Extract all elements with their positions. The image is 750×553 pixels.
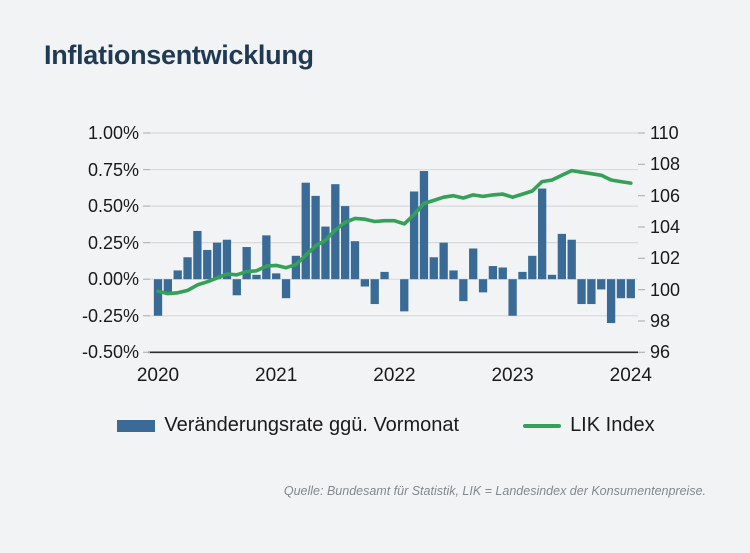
right-axis-label: 106	[650, 185, 681, 206]
x-axis-label: 2021	[255, 365, 298, 386]
bar	[252, 274, 261, 280]
bar	[311, 195, 320, 280]
bar	[538, 188, 547, 280]
legend: Veränderungsrate ggü. Vormonat LIK Index	[0, 414, 750, 437]
left-axis-label: 0.50%	[87, 196, 139, 217]
left-axis-label: 0.00%	[87, 269, 139, 290]
bar	[459, 279, 468, 302]
bar	[419, 171, 429, 280]
bar	[606, 279, 616, 324]
x-axis-label: 2020	[136, 365, 180, 386]
bar-series-swatch-icon	[117, 419, 156, 432]
left-axis-label: -0.50%	[81, 342, 139, 363]
bar	[203, 249, 212, 280]
left-axis-label: 0.75%	[87, 159, 139, 180]
bar	[557, 233, 566, 280]
source-note: Quelle: Bundesamt für Statistik, LIK = L…	[283, 484, 706, 498]
bar	[183, 257, 192, 280]
bar	[321, 226, 330, 280]
x-axis-label: 2023	[491, 365, 534, 386]
bar	[222, 239, 232, 280]
right-axis-label: 96	[650, 342, 671, 363]
bar	[301, 182, 310, 280]
bar	[518, 271, 527, 280]
bar	[409, 191, 419, 280]
bar	[587, 279, 596, 305]
bar	[291, 255, 301, 280]
bar	[528, 255, 537, 280]
left-axis-label: 1.00%	[87, 123, 139, 143]
bar	[439, 242, 448, 280]
right-axis-label: 102	[650, 248, 681, 269]
bar	[350, 241, 360, 280]
right-axis-label: 104	[650, 216, 681, 237]
x-axis-label: 2022	[373, 365, 416, 386]
bar	[469, 248, 478, 280]
bar	[577, 279, 586, 305]
bar	[242, 247, 251, 280]
x-axis-label: 2024	[609, 365, 652, 386]
bar	[597, 279, 606, 290]
bar	[498, 267, 507, 280]
bar	[163, 279, 172, 294]
bar	[360, 279, 369, 287]
bar	[508, 279, 517, 316]
bar	[212, 242, 222, 280]
bar	[616, 279, 626, 299]
bar	[547, 274, 557, 280]
bar	[153, 279, 163, 316]
bar	[380, 271, 389, 280]
line-series-label: LIK Index	[570, 414, 655, 436]
bar	[478, 279, 488, 293]
bar	[429, 257, 438, 280]
bar-series-label: Veränderungsrate ggü. Vormonat	[164, 414, 460, 436]
line-series-swatch-icon	[523, 423, 562, 428]
bar	[341, 206, 350, 280]
lik-line	[156, 168, 633, 296]
bar	[281, 279, 291, 299]
right-axis-label: 108	[650, 154, 681, 175]
page-title: Inflationsentwicklung	[44, 40, 314, 70]
bar	[272, 273, 281, 280]
left-axis-label: -0.25%	[81, 305, 139, 326]
bar	[232, 279, 241, 296]
bar	[400, 279, 409, 312]
bar	[567, 239, 576, 280]
bar	[370, 279, 379, 305]
bar	[488, 266, 498, 280]
left-axis-label: 0.25%	[87, 232, 139, 253]
right-axis-label: 98	[650, 310, 671, 331]
bar	[193, 230, 202, 280]
right-axis-label: 100	[650, 279, 681, 300]
bar	[449, 270, 458, 280]
right-axis-label: 110	[650, 123, 679, 143]
bar	[626, 279, 635, 299]
bar	[262, 235, 271, 280]
bar	[173, 270, 182, 280]
